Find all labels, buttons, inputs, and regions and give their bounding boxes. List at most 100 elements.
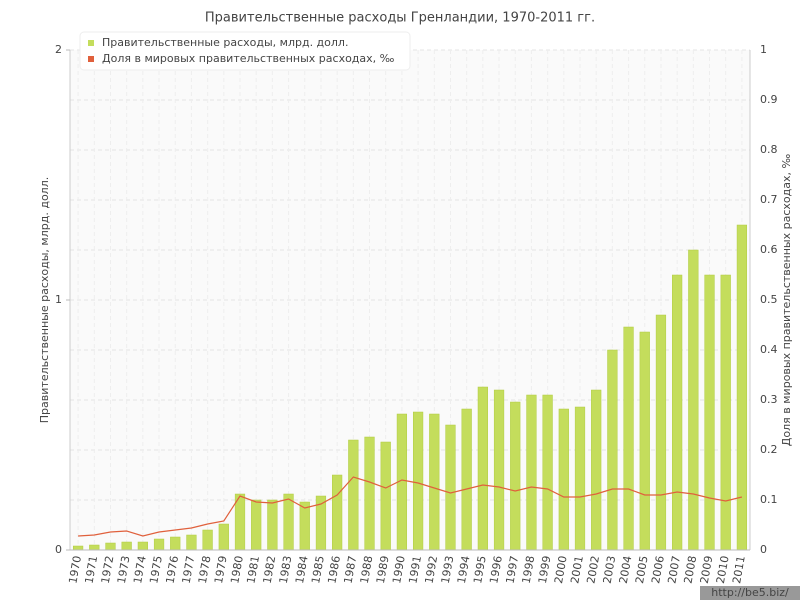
x-tick-label: 1983	[277, 555, 295, 585]
x-tick-label: 2000	[552, 555, 570, 585]
x-tick-label: 1990	[390, 555, 408, 585]
bar	[137, 541, 148, 551]
line	[78, 476, 743, 537]
x-tick-label: 1982	[261, 555, 279, 585]
y2-tick-label: 0.9	[760, 93, 778, 106]
legend-box	[79, 31, 411, 71]
bar	[477, 386, 488, 551]
x-tick-label: 1974	[131, 555, 149, 585]
y2-tick-label: 0.4	[760, 343, 778, 356]
x-tick-label: 2008	[682, 555, 700, 585]
y-tick-label: 0	[55, 543, 62, 556]
x-tick-label: 1978	[196, 555, 214, 585]
x-tick-label: 1999	[536, 555, 554, 585]
bar	[153, 538, 165, 551]
x-tick-label: 1986	[325, 555, 343, 585]
x-tick-label: 2005	[633, 555, 651, 585]
y2-tick-label: 0.7	[760, 193, 778, 206]
y2-tick-label: 0	[760, 543, 767, 556]
bar	[461, 408, 472, 551]
y2-tick-label: 0.5	[760, 293, 778, 306]
bar	[526, 394, 537, 551]
x-tick-label: 1984	[293, 555, 311, 585]
bar	[186, 534, 197, 551]
bar	[429, 413, 440, 551]
x-tick-label: 1989	[374, 555, 392, 585]
bar	[607, 349, 618, 551]
x-tick-label: 2006	[649, 555, 667, 585]
legend-swatch	[88, 56, 94, 62]
y2-tick-label: 0.2	[760, 443, 778, 456]
bar	[574, 406, 586, 551]
chart-title: Правительственные расходы Гренландии, 19…	[205, 11, 595, 26]
bar	[364, 436, 375, 551]
bar	[688, 249, 699, 551]
x-tick-label: 1975	[147, 555, 165, 585]
x-tick-label: 1993	[439, 555, 457, 585]
bar	[283, 493, 294, 551]
x-tick-label: 2004	[617, 555, 635, 585]
x-tick-label: 1995	[471, 555, 489, 585]
x-tick-label: 1991	[406, 555, 424, 585]
x-tick-label: 2003	[601, 555, 619, 585]
x-tick-label: 1998	[520, 555, 538, 585]
bar	[105, 542, 116, 551]
bar	[672, 274, 683, 551]
x-tick-label: 2007	[665, 555, 683, 585]
bar	[251, 499, 262, 551]
bar	[558, 408, 569, 551]
x-tick-label: 1997	[503, 555, 521, 585]
bar	[445, 424, 456, 551]
y2-tick-label: 0.8	[760, 143, 778, 156]
x-tick-label: 1972	[99, 555, 117, 585]
bar	[218, 523, 229, 551]
bar	[202, 529, 213, 551]
bar	[639, 331, 650, 551]
bar	[121, 541, 132, 551]
y2-tick-label: 0.3	[760, 393, 778, 406]
bar	[89, 544, 100, 551]
bar	[655, 314, 667, 551]
bar	[510, 401, 521, 551]
bar	[704, 274, 715, 551]
bar	[542, 394, 553, 551]
bar	[412, 411, 424, 551]
x-tick-label: 1977	[180, 555, 198, 585]
bar	[591, 389, 602, 551]
bar	[623, 326, 634, 551]
y2-tick-label: 0.1	[760, 493, 778, 506]
x-tick-label: 2009	[698, 555, 716, 585]
x-tick-label: 1980	[228, 555, 246, 585]
x-tick-label: 1985	[309, 555, 327, 585]
y-tick-label: 2	[55, 43, 62, 56]
x-tick-label: 2001	[568, 555, 586, 585]
x-tick-label: 1992	[423, 555, 441, 585]
y2-axis-label: Доля в мировых правительственных расхода…	[780, 154, 793, 447]
x-tick-label: 2002	[584, 555, 602, 585]
bar	[299, 501, 310, 551]
watermark-bg	[700, 586, 800, 600]
bar	[736, 224, 748, 551]
legend-label: Доля в мировых правительственных расхода…	[102, 52, 395, 65]
y2-tick-label: 1	[760, 43, 767, 56]
bar	[267, 499, 278, 551]
x-tick-label: 1971	[83, 555, 101, 585]
bar	[348, 439, 359, 551]
watermark: http://be5.biz/	[711, 586, 789, 599]
x-tick-label: 1988	[358, 555, 376, 585]
x-tick-label: 2010	[714, 555, 732, 585]
x-tick-label: 1994	[455, 555, 473, 585]
x-tick-label: 1981	[244, 555, 262, 585]
bar	[332, 474, 343, 551]
x-tick-label: 1996	[487, 555, 505, 585]
x-tick-label: 1987	[342, 555, 360, 585]
y-axis-label: Правительственные расходы, млрд. долл.	[38, 177, 51, 423]
legend: Правительственные расходы, млрд. долл. До…	[79, 31, 411, 71]
y2-tick-label: 0.6	[760, 243, 778, 256]
bar	[380, 441, 391, 551]
x-tick-label: 1976	[163, 555, 181, 585]
bar	[493, 389, 505, 551]
bar	[720, 274, 731, 551]
bar	[170, 536, 181, 551]
